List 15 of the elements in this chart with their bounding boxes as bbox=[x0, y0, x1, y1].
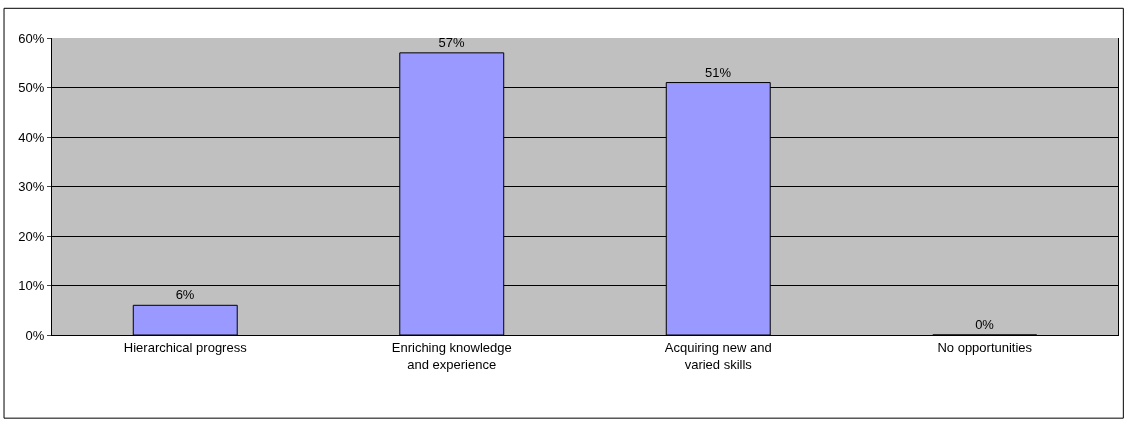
y-tick-label: 50% bbox=[18, 80, 45, 96]
x-tick-label: Acquiring new and varied skills bbox=[664, 339, 772, 372]
data-label: 0% bbox=[975, 317, 995, 332]
data-label: 6% bbox=[175, 287, 195, 303]
x-tick-label: Enriching knowledge and experience bbox=[391, 339, 512, 372]
y-tick-label: 20% bbox=[18, 228, 45, 244]
y-tick-label: 30% bbox=[18, 179, 45, 195]
y-tick-label: 10% bbox=[18, 278, 45, 294]
y-tick-label: 60% bbox=[18, 30, 45, 46]
x-tick-label: Hierarchical progress bbox=[123, 339, 248, 355]
data-label: 51% bbox=[705, 64, 732, 80]
x-tick-label: No opportunities bbox=[937, 339, 1033, 355]
y-tick-label: 40% bbox=[18, 129, 45, 145]
y-tick-label: 0% bbox=[25, 327, 45, 343]
data-label: 57% bbox=[438, 34, 465, 50]
